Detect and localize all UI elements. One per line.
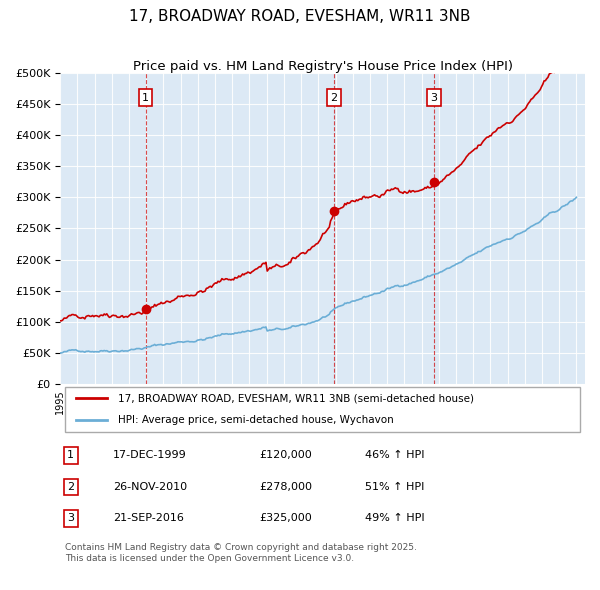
Text: 3: 3 [67,513,74,523]
Text: 1: 1 [67,450,74,460]
Text: £278,000: £278,000 [260,482,313,492]
Text: 49% ↑ HPI: 49% ↑ HPI [365,513,424,523]
Text: 51% ↑ HPI: 51% ↑ HPI [365,482,424,492]
Text: 17, BROADWAY ROAD, EVESHAM, WR11 3NB (semi-detached house): 17, BROADWAY ROAD, EVESHAM, WR11 3NB (se… [118,393,474,403]
FancyBboxPatch shape [65,386,580,432]
Text: 2: 2 [67,482,74,492]
Text: 21-SEP-2016: 21-SEP-2016 [113,513,184,523]
Text: 46% ↑ HPI: 46% ↑ HPI [365,450,424,460]
Text: £120,000: £120,000 [260,450,313,460]
Text: 1: 1 [142,93,149,103]
Text: £325,000: £325,000 [260,513,313,523]
Text: HPI: Average price, semi-detached house, Wychavon: HPI: Average price, semi-detached house,… [118,415,394,425]
Text: Contains HM Land Registry data © Crown copyright and database right 2025.
This d: Contains HM Land Registry data © Crown c… [65,543,418,563]
Title: Price paid vs. HM Land Registry's House Price Index (HPI): Price paid vs. HM Land Registry's House … [133,60,512,73]
Text: 17, BROADWAY ROAD, EVESHAM, WR11 3NB: 17, BROADWAY ROAD, EVESHAM, WR11 3NB [129,9,471,24]
Text: 2: 2 [330,93,337,103]
Text: 26-NOV-2010: 26-NOV-2010 [113,482,187,492]
Text: 3: 3 [430,93,437,103]
Text: 17-DEC-1999: 17-DEC-1999 [113,450,187,460]
